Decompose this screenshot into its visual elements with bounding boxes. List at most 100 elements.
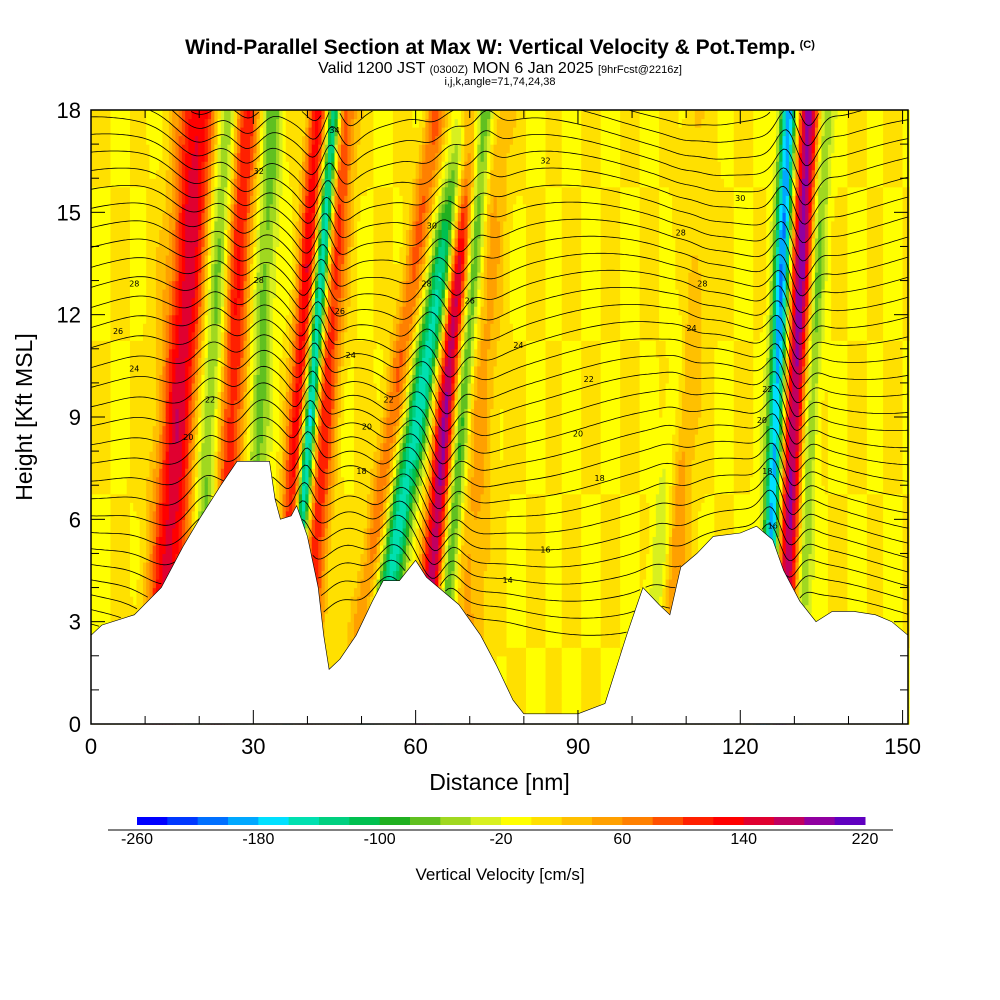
velocity-cell <box>116 127 121 137</box>
velocity-cell <box>120 425 125 435</box>
velocity-cell <box>110 118 115 128</box>
velocity-cell <box>94 399 99 410</box>
velocity-cell <box>113 493 118 503</box>
copyright-mark: (C) <box>799 39 815 51</box>
velocity-cell <box>94 306 99 316</box>
velocity-cell <box>103 229 108 239</box>
velocity-cell <box>91 195 95 205</box>
velocity-cell <box>94 272 99 282</box>
velocity-cell <box>97 178 102 188</box>
velocity-cell <box>94 186 99 196</box>
velocity-cell <box>107 161 112 171</box>
velocity-cell <box>100 297 105 307</box>
velocity-cell <box>113 417 118 427</box>
velocity-cell <box>94 451 99 461</box>
velocity-cell <box>120 391 125 401</box>
velocity-cell <box>107 348 112 358</box>
velocity-cell <box>110 382 115 393</box>
velocity-cell <box>91 144 95 154</box>
chart-title-text: Wind-Parallel Section at Max W: Vertical… <box>185 36 796 59</box>
velocity-cell <box>94 382 99 393</box>
velocity-cell <box>100 280 105 290</box>
velocity-cell <box>116 254 121 265</box>
velocity-cell <box>116 451 121 461</box>
velocity-cell <box>120 399 125 410</box>
velocity-cell <box>107 502 112 512</box>
velocity-cell <box>94 263 99 273</box>
velocity-cell <box>113 451 118 461</box>
velocity-cell <box>97 374 102 384</box>
velocity-cell <box>103 144 108 154</box>
velocity-cell <box>100 476 105 486</box>
velocity-cell <box>94 536 99 546</box>
velocity-cell <box>103 220 108 230</box>
velocity-cell <box>107 246 112 256</box>
velocity-cell <box>120 570 125 580</box>
velocity-cell <box>94 331 99 341</box>
velocity-cell <box>97 476 102 486</box>
velocity-cell <box>103 195 108 205</box>
velocity-cell <box>103 237 108 248</box>
velocity-cell <box>110 220 115 230</box>
velocity-cell <box>116 596 121 606</box>
velocity-cell <box>94 553 99 563</box>
velocity-cell <box>110 451 115 461</box>
velocity-cell <box>120 519 125 529</box>
velocity-cell <box>113 485 118 495</box>
velocity-cell <box>103 476 108 486</box>
velocity-cell <box>100 553 105 563</box>
velocity-cell <box>91 263 95 273</box>
velocity-cell <box>103 451 108 461</box>
velocity-cell <box>120 502 125 512</box>
velocity-cell <box>113 127 118 137</box>
velocity-cell <box>94 195 99 205</box>
velocity-cell <box>113 604 118 614</box>
velocity-cell <box>97 425 102 435</box>
velocity-cell <box>113 306 118 316</box>
velocity-cell <box>103 203 108 213</box>
velocity-cell <box>116 110 121 120</box>
velocity-cell <box>103 297 108 307</box>
velocity-cell <box>107 289 112 299</box>
velocity-cell <box>103 399 108 410</box>
velocity-cell <box>110 246 115 256</box>
velocity-cell <box>110 536 115 546</box>
velocity-cell <box>97 229 102 239</box>
velocity-cell <box>120 340 125 350</box>
velocity-cell <box>100 519 105 529</box>
velocity-cell <box>113 348 118 358</box>
velocity-cell <box>113 587 118 597</box>
velocity-cell <box>120 493 125 503</box>
velocity-cell <box>116 434 121 444</box>
velocity-cell <box>100 587 105 597</box>
velocity-cell <box>110 434 115 444</box>
velocity-cell <box>110 263 115 273</box>
velocity-cell <box>91 314 95 324</box>
velocity-cell <box>103 280 108 290</box>
velocity-cell <box>91 417 95 427</box>
velocity-cell <box>91 442 95 452</box>
velocity-cell <box>100 527 105 537</box>
velocity-cell <box>116 553 121 563</box>
velocity-cell <box>91 186 95 196</box>
velocity-cell <box>107 434 112 444</box>
velocity-cell <box>100 613 105 623</box>
velocity-cell <box>113 382 118 393</box>
velocity-cell <box>103 417 108 427</box>
velocity-cell <box>94 587 99 597</box>
velocity-cell <box>107 178 112 188</box>
velocity-cell <box>97 314 102 324</box>
velocity-cell <box>107 408 112 418</box>
velocity-cell <box>91 331 95 341</box>
velocity-cell <box>91 587 95 597</box>
velocity-cell <box>107 451 112 461</box>
velocity-cell <box>100 169 105 179</box>
velocity-cell <box>97 621 102 631</box>
velocity-cell <box>107 399 112 410</box>
velocity-cell <box>91 365 95 375</box>
velocity-cell <box>94 220 99 230</box>
velocity-cell <box>103 212 108 222</box>
velocity-cell <box>113 476 118 486</box>
velocity-cell <box>103 570 108 580</box>
velocity-cell <box>113 391 118 401</box>
